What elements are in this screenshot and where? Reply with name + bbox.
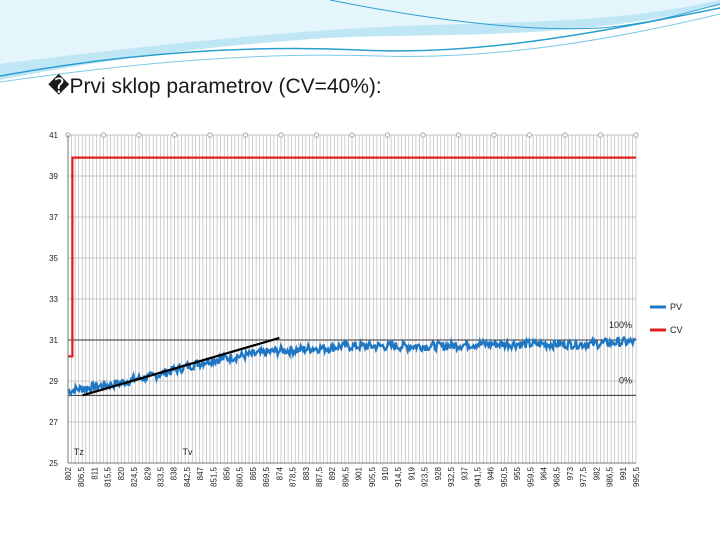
x-tick-label: 824,5 — [130, 466, 139, 487]
x-tick-label: 914,5 — [394, 466, 403, 487]
x-tick-label: 955 — [513, 466, 522, 480]
x-tick-label: 932,5 — [447, 466, 456, 487]
legend: PV CV — [650, 302, 683, 335]
x-tick-label: 802 — [64, 466, 73, 480]
x-tick-label: 874 — [275, 466, 284, 480]
x-tick-label: 883 — [302, 466, 311, 480]
y-tick-label: 25 — [49, 459, 58, 468]
x-tick-label: 811 — [90, 466, 99, 479]
x-tick-label: 869,5 — [262, 466, 271, 487]
x-tick-label: 806,5 — [77, 466, 86, 487]
header-wave-decoration — [0, 0, 720, 83]
y-tick-label: 35 — [49, 254, 58, 263]
grid-marker — [526, 132, 533, 138]
x-tick-label: 901 — [355, 466, 364, 480]
x-tick-label: 910 — [381, 466, 390, 480]
grid-marker — [491, 132, 497, 138]
grid-marker — [171, 132, 178, 138]
x-tick-label: 829 — [143, 466, 152, 480]
title-bullet: � — [48, 75, 70, 98]
series-layer — [67, 156, 637, 397]
x-tick-label: 878,5 — [289, 466, 298, 487]
x-tick-label: 995,5 — [632, 466, 641, 487]
x-tick-label: 833,5 — [156, 466, 165, 487]
x-tick-label: 887,5 — [315, 466, 324, 487]
grid-marker — [562, 132, 568, 138]
grid-marker — [384, 132, 391, 138]
x-tick-label: 941,5 — [473, 466, 482, 487]
grid-marker — [242, 132, 249, 138]
x-tick-label: 842,5 — [183, 466, 192, 487]
x-tick-label: 959,5 — [526, 466, 535, 487]
y-tick-label: 33 — [49, 295, 58, 304]
axis-layer: 41 39 37 35 33 31 29 27 25 802 806,5 811 815,5 820 824… — [49, 131, 641, 487]
x-tick-label: 860,5 — [236, 466, 245, 487]
y-tick-label: 27 — [49, 418, 58, 427]
grid-marker — [597, 132, 604, 138]
x-tick-label: 937 — [460, 466, 469, 480]
x-tick-label: 928 — [434, 466, 443, 480]
time-annotation: Tv — [182, 447, 192, 457]
x-tick-label: 973 — [566, 466, 575, 480]
slide-title: �Prvi sklop parametrov (CV=40%): — [48, 74, 382, 99]
x-tick-label: 856 — [223, 466, 232, 480]
legend-label: PV — [670, 302, 682, 312]
y-tick-label: 37 — [49, 213, 58, 222]
x-tick-label: 847 — [196, 466, 205, 480]
legend-label: CV — [670, 325, 683, 335]
grid-marker — [455, 132, 462, 138]
x-tick-label: 896,5 — [341, 466, 350, 487]
grid-marker — [136, 132, 142, 138]
reference-line-label: 100% — [609, 320, 632, 330]
y-tick-label: 29 — [49, 377, 58, 386]
y-tick-label: 31 — [49, 336, 58, 345]
x-tick-label: 905,5 — [368, 466, 377, 487]
x-tick-label: 991 — [619, 466, 628, 480]
grid-marker — [207, 132, 213, 138]
x-tick-label: 977,5 — [579, 466, 588, 487]
cv-series-line — [68, 156, 636, 358]
grid-marker — [420, 132, 426, 138]
x-tick-label: 950,5 — [500, 466, 509, 487]
x-tick-label: 986,5 — [606, 466, 615, 487]
reference-line-label: 0% — [619, 375, 632, 385]
grid-marker — [278, 132, 284, 138]
x-tick-label: 820 — [117, 466, 126, 480]
grid-marker — [349, 132, 355, 138]
x-tick-label: 982 — [592, 466, 601, 480]
x-tick-label: 851,5 — [209, 466, 218, 487]
y-tick-label: 39 — [49, 172, 58, 181]
x-tick-label: 815,5 — [104, 466, 113, 487]
y-tick-label: 41 — [49, 131, 58, 140]
time-annotation: Tz — [74, 447, 84, 457]
x-tick-label: 946 — [487, 466, 496, 480]
x-tick-label: 968,5 — [553, 466, 562, 487]
x-tick-label: 838 — [170, 466, 179, 480]
x-tick-label: 865 — [249, 466, 258, 480]
grid-layer — [65, 132, 639, 464]
grid-marker — [313, 132, 320, 138]
x-tick-label: 923,5 — [421, 466, 430, 487]
title-text: Prvi sklop parametrov (CV=40%): — [69, 75, 382, 98]
x-tick-label: 964 — [540, 466, 549, 480]
x-tick-label: 919 — [407, 466, 416, 480]
tangent-line — [82, 336, 280, 397]
x-tick-label: 892 — [328, 466, 337, 480]
grid-marker — [100, 132, 107, 138]
grid-marker — [633, 132, 639, 138]
